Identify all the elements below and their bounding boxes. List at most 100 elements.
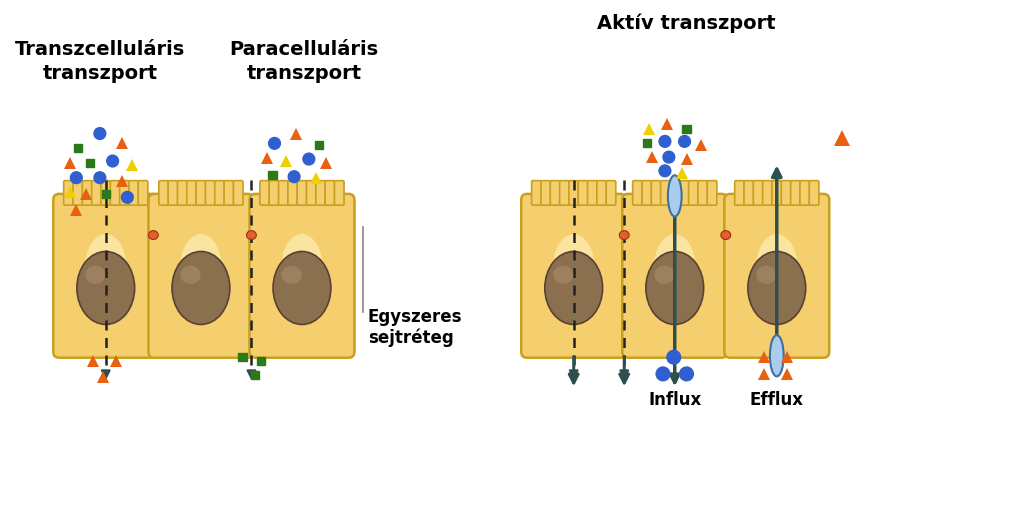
FancyBboxPatch shape — [800, 181, 810, 205]
Ellipse shape — [646, 252, 703, 324]
Ellipse shape — [282, 266, 302, 284]
Circle shape — [659, 165, 671, 177]
Circle shape — [71, 172, 82, 184]
FancyBboxPatch shape — [772, 181, 781, 205]
FancyBboxPatch shape — [550, 181, 560, 205]
FancyBboxPatch shape — [569, 181, 579, 205]
Circle shape — [667, 350, 681, 364]
Ellipse shape — [756, 234, 798, 303]
FancyBboxPatch shape — [588, 181, 597, 205]
Bar — [74, 144, 82, 152]
Ellipse shape — [721, 230, 731, 239]
Text: Transzcelluláris
transzport: Transzcelluláris transzport — [14, 40, 185, 83]
FancyBboxPatch shape — [763, 181, 772, 205]
Ellipse shape — [180, 266, 201, 284]
Text: Aktív transzport: Aktív transzport — [597, 14, 776, 33]
FancyBboxPatch shape — [679, 181, 689, 205]
Bar — [314, 141, 323, 149]
FancyBboxPatch shape — [148, 194, 253, 358]
Circle shape — [288, 171, 300, 183]
FancyBboxPatch shape — [159, 181, 168, 205]
Ellipse shape — [180, 234, 222, 303]
Circle shape — [106, 155, 119, 167]
Ellipse shape — [653, 234, 695, 303]
Ellipse shape — [172, 252, 229, 324]
Ellipse shape — [247, 230, 256, 239]
FancyBboxPatch shape — [297, 181, 307, 205]
Ellipse shape — [620, 230, 629, 239]
Ellipse shape — [553, 234, 595, 303]
FancyBboxPatch shape — [651, 181, 660, 205]
FancyBboxPatch shape — [670, 181, 680, 205]
Bar — [86, 159, 94, 167]
Text: Paracelluláris
transzport: Paracelluláris transzport — [229, 40, 379, 83]
Ellipse shape — [148, 230, 159, 239]
FancyBboxPatch shape — [73, 181, 83, 205]
Ellipse shape — [545, 252, 602, 324]
FancyBboxPatch shape — [623, 194, 727, 358]
FancyBboxPatch shape — [541, 181, 551, 205]
FancyBboxPatch shape — [215, 181, 224, 205]
Bar — [239, 353, 247, 362]
Ellipse shape — [553, 266, 573, 284]
FancyBboxPatch shape — [698, 181, 708, 205]
FancyBboxPatch shape — [734, 181, 744, 205]
FancyBboxPatch shape — [688, 181, 698, 205]
FancyBboxPatch shape — [186, 181, 197, 205]
Text: Influx: Influx — [648, 391, 701, 409]
Circle shape — [94, 172, 105, 184]
Bar — [268, 170, 276, 179]
FancyBboxPatch shape — [754, 181, 763, 205]
Circle shape — [656, 367, 670, 381]
FancyBboxPatch shape — [809, 181, 819, 205]
Bar — [643, 139, 651, 148]
FancyBboxPatch shape — [233, 181, 243, 205]
FancyBboxPatch shape — [206, 181, 215, 205]
FancyBboxPatch shape — [335, 181, 344, 205]
FancyBboxPatch shape — [101, 181, 111, 205]
Ellipse shape — [77, 252, 134, 324]
FancyBboxPatch shape — [606, 181, 615, 205]
FancyBboxPatch shape — [138, 181, 147, 205]
Ellipse shape — [85, 266, 105, 284]
FancyBboxPatch shape — [177, 181, 187, 205]
FancyBboxPatch shape — [559, 181, 569, 205]
Text: Efflux: Efflux — [750, 391, 804, 409]
Ellipse shape — [757, 266, 776, 284]
FancyBboxPatch shape — [63, 181, 74, 205]
Ellipse shape — [85, 234, 127, 303]
Circle shape — [303, 153, 314, 165]
Ellipse shape — [654, 266, 675, 284]
FancyBboxPatch shape — [111, 181, 120, 205]
FancyBboxPatch shape — [288, 181, 297, 205]
Bar — [682, 125, 690, 133]
FancyBboxPatch shape — [168, 181, 178, 205]
FancyBboxPatch shape — [279, 181, 288, 205]
Circle shape — [663, 151, 675, 163]
Circle shape — [680, 367, 693, 381]
Ellipse shape — [748, 252, 806, 324]
Text: Egyszeres
sejtréteg: Egyszeres sejtréteg — [368, 308, 462, 347]
FancyBboxPatch shape — [224, 181, 233, 205]
Circle shape — [122, 192, 133, 203]
FancyBboxPatch shape — [597, 181, 606, 205]
FancyBboxPatch shape — [197, 181, 206, 205]
FancyBboxPatch shape — [744, 181, 754, 205]
FancyBboxPatch shape — [579, 181, 588, 205]
FancyBboxPatch shape — [531, 181, 542, 205]
FancyBboxPatch shape — [724, 194, 829, 358]
FancyBboxPatch shape — [660, 181, 671, 205]
FancyBboxPatch shape — [269, 181, 279, 205]
FancyBboxPatch shape — [82, 181, 92, 205]
FancyBboxPatch shape — [708, 181, 717, 205]
FancyBboxPatch shape — [521, 194, 627, 358]
Ellipse shape — [770, 335, 783, 376]
Circle shape — [679, 135, 690, 147]
FancyBboxPatch shape — [53, 194, 159, 358]
Bar — [251, 371, 259, 379]
Bar — [257, 357, 265, 365]
Circle shape — [268, 138, 281, 149]
FancyBboxPatch shape — [120, 181, 129, 205]
Ellipse shape — [273, 252, 331, 324]
Ellipse shape — [281, 234, 323, 303]
